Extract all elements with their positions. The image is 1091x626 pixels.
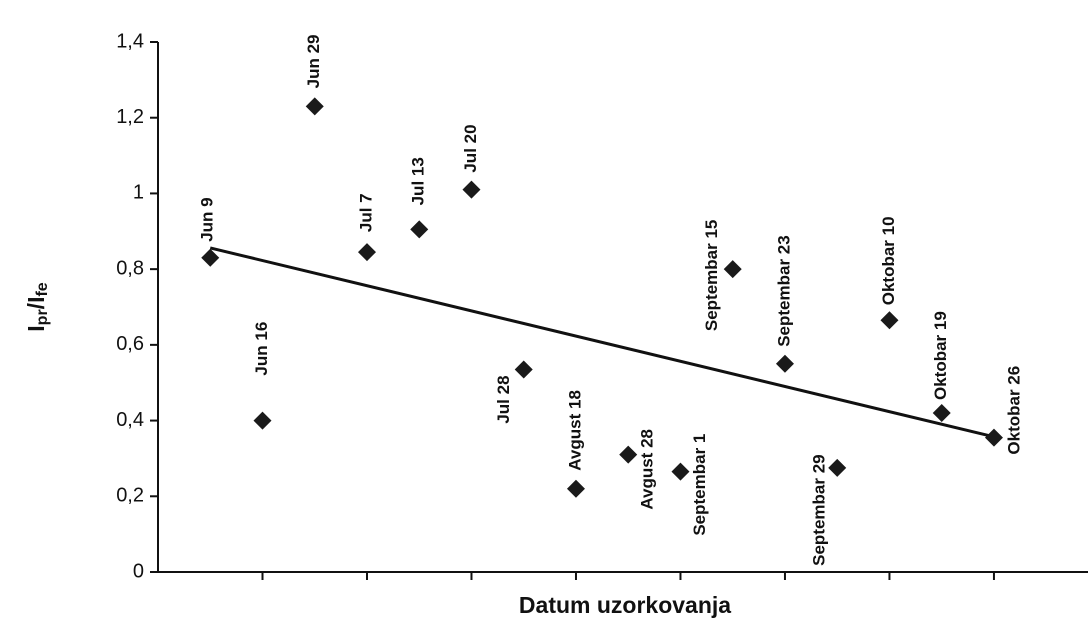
data-point: [514, 360, 533, 379]
point-label: Oktobar 26: [1004, 366, 1023, 455]
data-point: [671, 462, 690, 481]
point-label: Jul 28: [494, 375, 513, 423]
y-tick-label: 1: [133, 182, 144, 204]
data-point: [566, 479, 585, 498]
data-point: [828, 458, 847, 477]
y-axis-label: Ipr/Ife: [23, 282, 51, 332]
point-label: Septembar 1: [690, 434, 709, 536]
data-point: [201, 248, 220, 267]
point-label: Jun 29: [304, 34, 323, 88]
point-label: Jun 9: [198, 197, 217, 241]
y-tick-label: 0,6: [116, 333, 144, 355]
y-label-part: I: [23, 325, 49, 331]
point-label: Jul 7: [356, 193, 375, 232]
data-point: [410, 220, 429, 239]
y-label-part: fe: [34, 282, 51, 296]
y-tick-label: 1,4: [116, 30, 144, 52]
y-label-part: pr: [34, 309, 51, 325]
point-label: Septembar 15: [702, 220, 721, 332]
y-label-part: /I: [23, 297, 49, 310]
point-label: Jun 16: [252, 322, 271, 376]
point-label: Oktobar 10: [879, 216, 898, 305]
point-label: Oktobar 19: [931, 311, 950, 400]
point-label: Jul 20: [461, 124, 480, 172]
point-label: Avgust 28: [638, 429, 657, 510]
data-point: [723, 260, 742, 279]
data-point: [305, 97, 324, 116]
data-point: [619, 445, 638, 464]
y-tick-label: 0: [133, 560, 144, 582]
y-tick-label: 0,8: [116, 257, 144, 279]
point-label: Jul 13: [409, 157, 428, 205]
y-tick-label: 1,2: [116, 106, 144, 128]
data-point: [462, 180, 481, 199]
y-tick-label: 0,4: [116, 409, 144, 431]
point-label: Avgust 18: [565, 390, 584, 471]
point-label: Septembar 23: [774, 235, 793, 347]
data-point: [253, 411, 272, 430]
data-point: [880, 311, 899, 330]
data-point: [775, 354, 794, 373]
x-axis-label: Datum uzorkovanja: [519, 592, 731, 618]
y-tick-label: 0,2: [116, 485, 144, 507]
data-point: [357, 243, 376, 262]
trendline: [209, 246, 995, 439]
data-point: [932, 404, 951, 422]
point-label: Septembar 29: [810, 454, 829, 566]
data-point: [984, 428, 1003, 447]
